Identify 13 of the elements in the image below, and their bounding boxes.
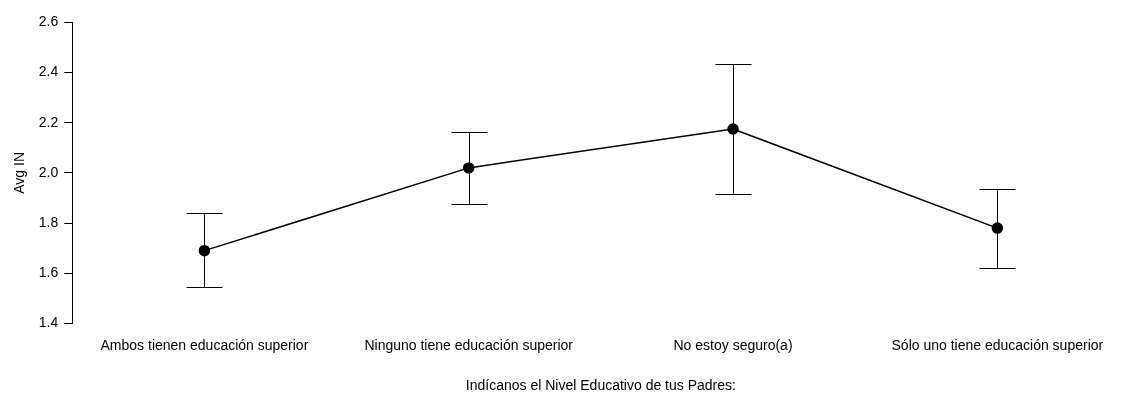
- x-tick-label: No estoy seguro(a): [673, 336, 793, 353]
- y-tick-label: 2.6: [38, 13, 59, 30]
- x-tick-label: Sólo uno tiene educación superior: [891, 336, 1104, 353]
- y-tick-label: 1.4: [38, 314, 59, 331]
- y-tick-label: 1.6: [38, 264, 59, 281]
- x-axis-title: Indícanos el Nivel Educativo de tus Padres:: [465, 377, 736, 394]
- x-tick-label: Ninguno tiene educación superior: [364, 336, 574, 353]
- x-tick-label: Ambos tienen educación superior: [100, 336, 309, 353]
- y-tick-label: 2.4: [38, 63, 59, 80]
- y-tick-label: 2.0: [38, 163, 59, 180]
- y-tick-label: 1.8: [38, 213, 59, 230]
- y-tick-label: 2.2: [38, 113, 59, 130]
- y-axis-title: Avg IN: [11, 152, 28, 194]
